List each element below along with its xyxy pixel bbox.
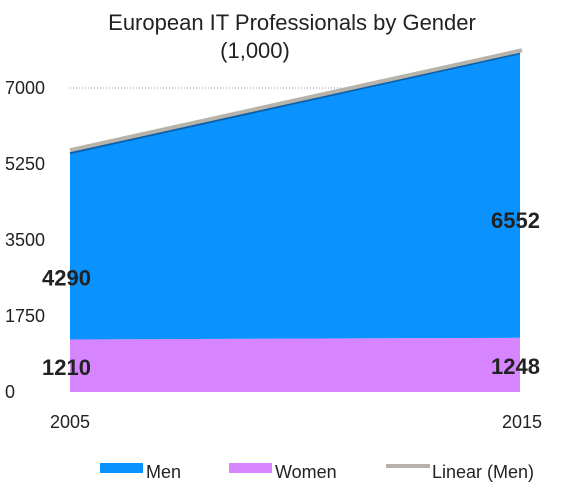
- plot-area: [69, 52, 521, 392]
- trendline-men: [69, 48, 523, 153]
- trendline-group: [69, 48, 523, 153]
- data-label-women: 1210: [42, 355, 91, 380]
- men-top-edge: [69, 52, 521, 155]
- y-tick-label: 3500: [5, 230, 45, 250]
- legend-label-trendline: Linear (Men): [432, 462, 534, 482]
- y-axis: 0 1750 3500 5250 7000: [5, 78, 45, 402]
- legend-label-men: Men: [146, 462, 181, 482]
- x-axis: 2005 2015: [50, 412, 542, 432]
- data-label-men: 6552: [491, 208, 540, 233]
- chart-title: European IT Professionals by Gender: [108, 10, 476, 35]
- area-men: [70, 53, 520, 340]
- legend-label-women: Women: [275, 462, 337, 482]
- y-tick-label: 0: [5, 382, 15, 402]
- x-tick-label: 2005: [50, 412, 90, 432]
- legend: Men Women Linear (Men): [100, 462, 534, 482]
- legend-swatch-men: [100, 463, 143, 473]
- y-tick-label: 7000: [5, 78, 45, 98]
- data-label-women: 1248: [491, 354, 540, 379]
- area-women: [70, 337, 520, 392]
- chart-subtitle: (1,000): [220, 38, 290, 63]
- legend-swatch-women: [229, 463, 272, 473]
- data-labels: 4290 6552 1210 1248: [42, 208, 540, 380]
- x-tick-label: 2015: [502, 412, 542, 432]
- y-tick-label: 1750: [5, 306, 45, 326]
- data-label-men: 4290: [42, 265, 91, 290]
- y-tick-label: 5250: [5, 154, 45, 174]
